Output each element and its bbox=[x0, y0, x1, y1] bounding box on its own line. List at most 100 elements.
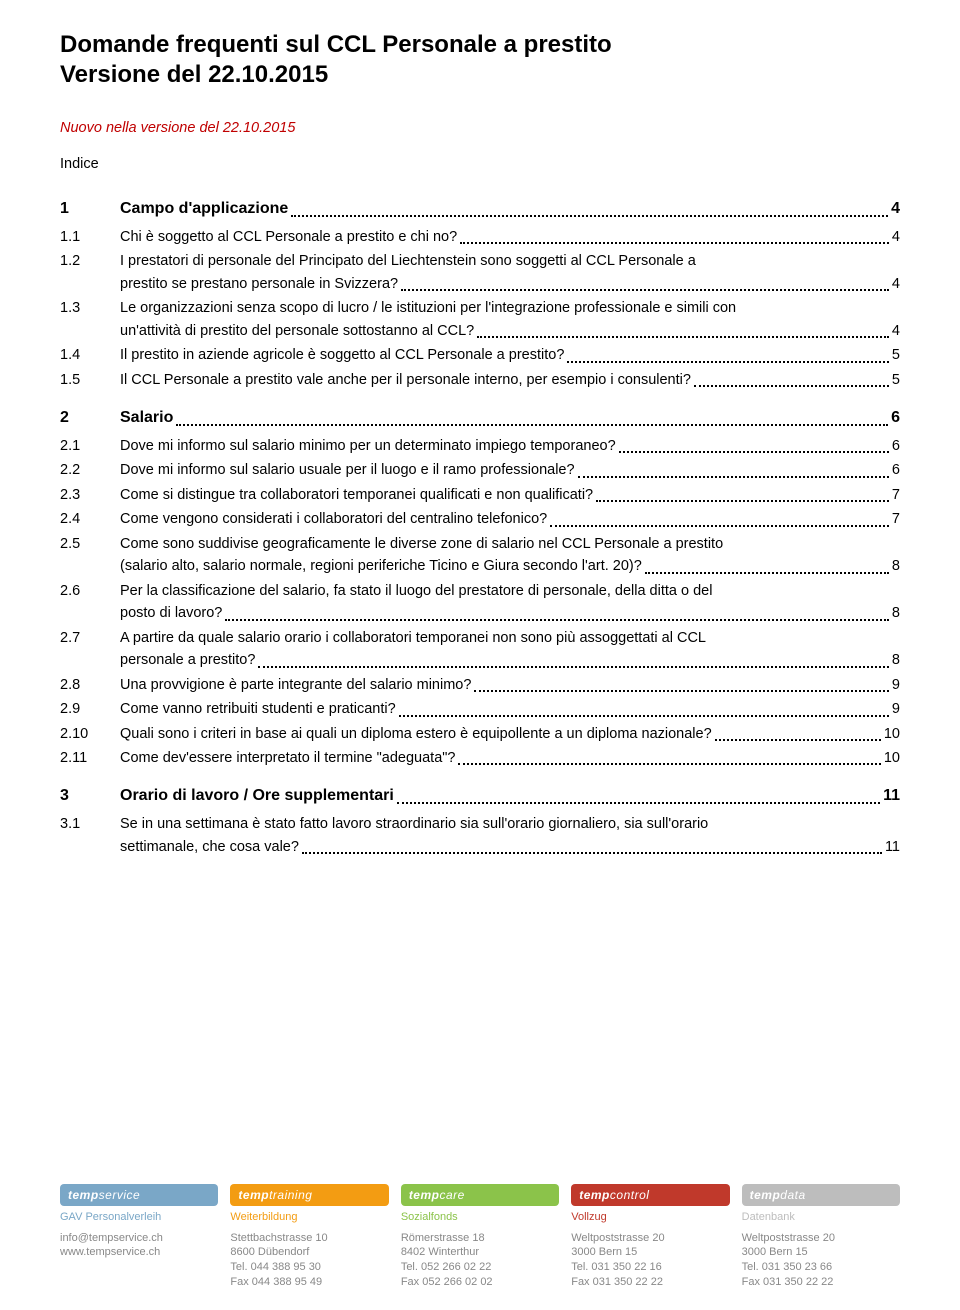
toc-text: Orario di lavoro / Ore supplementari bbox=[120, 784, 394, 809]
toc-dots bbox=[474, 690, 889, 692]
footer-line: 3000 Bern 15 bbox=[571, 1245, 729, 1260]
toc-dots bbox=[176, 424, 888, 426]
toc-item[interactable]: 3.1Se in una settimana è stato fatto lav… bbox=[60, 813, 900, 858]
toc-number: 2.11 bbox=[60, 747, 120, 769]
toc-dots bbox=[258, 666, 889, 668]
toc-text: Campo d'applicazione bbox=[120, 197, 288, 222]
footer-line: info@tempservice.ch bbox=[60, 1231, 218, 1246]
toc-page: 8 bbox=[892, 555, 900, 577]
toc-item[interactable]: 1.2I prestatori di personale del Princip… bbox=[60, 250, 900, 295]
footer-line: 8402 Winterthur bbox=[401, 1245, 559, 1260]
toc-number: 1 bbox=[60, 197, 120, 222]
toc-text: Come si distingue tra collaboratori temp… bbox=[120, 484, 593, 506]
toc-heading[interactable]: 2Salario6 bbox=[60, 406, 900, 431]
brand-subtitle: Sozialfonds bbox=[401, 1210, 559, 1225]
toc-item[interactable]: 2.1Dove mi informo sul salario minimo pe… bbox=[60, 435, 900, 457]
toc-item[interactable]: 2.10Quali sono i criteri in base ai qual… bbox=[60, 723, 900, 745]
toc-item[interactable]: 2.11Come dev'essere interpretato il term… bbox=[60, 747, 900, 769]
toc-page: 8 bbox=[892, 649, 900, 671]
brand-subtitle: Weiterbildung bbox=[230, 1210, 388, 1225]
toc-text: Come sono suddivise geograficamente le d… bbox=[120, 533, 900, 555]
toc-text: Quali sono i criteri in base ai quali un… bbox=[120, 723, 712, 745]
footer-column: tempcontrolVollzugWeltpoststrasse 203000… bbox=[571, 1184, 729, 1290]
toc-page: 6 bbox=[891, 406, 900, 431]
toc-number: 2.9 bbox=[60, 698, 120, 720]
toc-text: Una provvigione è parte integrante del s… bbox=[120, 674, 471, 696]
toc-item[interactable]: 2.4Come vengono considerati i collaborat… bbox=[60, 508, 900, 530]
toc-page: 4 bbox=[892, 320, 900, 342]
toc-dots bbox=[567, 361, 889, 363]
toc-text: Salario bbox=[120, 406, 173, 431]
footer-line: Fax 031 350 22 22 bbox=[571, 1275, 729, 1290]
footer-line: Tel. 031 350 23 66 bbox=[742, 1260, 900, 1275]
indice-label: Indice bbox=[60, 156, 900, 172]
toc-number: 2.4 bbox=[60, 508, 120, 530]
toc-dots bbox=[645, 572, 889, 574]
toc-text: Come vengono considerati i collaboratori… bbox=[120, 508, 547, 530]
toc-item[interactable]: 2.3Come si distingue tra collaboratori t… bbox=[60, 484, 900, 506]
footer-line: Römerstrasse 18 bbox=[401, 1231, 559, 1246]
toc-dots bbox=[596, 500, 889, 502]
toc-item[interactable]: 1.3Le organizzazioni senza scopo di lucr… bbox=[60, 297, 900, 342]
footer-line: 3000 Bern 15 bbox=[742, 1245, 900, 1260]
title-line-2: Versione del 22.10.2015 bbox=[60, 61, 328, 88]
toc-number: 2.1 bbox=[60, 435, 120, 457]
toc-page: 4 bbox=[892, 226, 900, 248]
title-line-1: Domande frequenti sul CCL Personale a pr… bbox=[60, 31, 612, 58]
toc-number: 3.1 bbox=[60, 813, 120, 858]
toc-page: 10 bbox=[884, 747, 900, 769]
toc-text: (salario alto, salario normale, regioni … bbox=[120, 555, 642, 577]
toc-dots bbox=[225, 619, 889, 621]
toc-item[interactable]: 1.5Il CCL Personale a prestito vale anch… bbox=[60, 369, 900, 391]
toc-item[interactable]: 2.5Come sono suddivise geograficamente l… bbox=[60, 533, 900, 578]
toc-item[interactable]: 1.1Chi è soggetto al CCL Personale a pre… bbox=[60, 226, 900, 248]
footer-line: Tel. 044 388 95 30 bbox=[230, 1260, 388, 1275]
version-note: Nuovo nella versione del 22.10.2015 bbox=[60, 120, 900, 136]
toc-item[interactable]: 2.6Per la classificazione del salario, f… bbox=[60, 580, 900, 625]
toc-heading[interactable]: 3Orario di lavoro / Ore supplementari11 bbox=[60, 784, 900, 809]
toc-item[interactable]: 1.4Il prestito in aziende agricole è sog… bbox=[60, 344, 900, 366]
table-of-contents: 1Campo d'applicazione41.1Chi è soggetto … bbox=[60, 197, 900, 858]
document-title: Domande frequenti sul CCL Personale a pr… bbox=[60, 30, 900, 90]
toc-text: Se in una settimana è stato fatto lavoro… bbox=[120, 813, 900, 835]
toc-item[interactable]: 2.2Dove mi informo sul salario usuale pe… bbox=[60, 459, 900, 481]
toc-dots bbox=[550, 525, 889, 527]
toc-page: 8 bbox=[892, 602, 900, 624]
toc-item[interactable]: 2.9Come vanno retribuiti studenti e prat… bbox=[60, 698, 900, 720]
toc-text: prestito se prestano personale in Svizze… bbox=[120, 273, 398, 295]
toc-text: Come dev'essere interpretato il termine … bbox=[120, 747, 455, 769]
footer-column: temptrainingWeiterbildungStettbachstrass… bbox=[230, 1184, 388, 1290]
toc-text: Dove mi informo sul salario minimo per u… bbox=[120, 435, 616, 457]
toc-number: 2.7 bbox=[60, 627, 120, 672]
toc-number: 2.3 bbox=[60, 484, 120, 506]
toc-text: Come vanno retribuiti studenti e pratica… bbox=[120, 698, 396, 720]
brand-bar: tempdata bbox=[742, 1184, 900, 1206]
toc-dots bbox=[694, 385, 889, 387]
toc-item[interactable]: 2.8Una provvigione è parte integrante de… bbox=[60, 674, 900, 696]
toc-number: 2.6 bbox=[60, 580, 120, 625]
footer-line: 8600 Dübendorf bbox=[230, 1245, 388, 1260]
toc-text: personale a prestito? bbox=[120, 649, 255, 671]
toc-text: Dove mi informo sul salario usuale per i… bbox=[120, 459, 575, 481]
toc-page: 9 bbox=[892, 698, 900, 720]
footer-line: Fax 044 388 95 49 bbox=[230, 1275, 388, 1290]
toc-text: Le organizzazioni senza scopo di lucro /… bbox=[120, 297, 900, 319]
toc-dots bbox=[715, 739, 881, 741]
toc-text: Per la classificazione del salario, fa s… bbox=[120, 580, 900, 602]
toc-dots bbox=[477, 336, 889, 338]
footer-line: Tel. 031 350 22 16 bbox=[571, 1260, 729, 1275]
toc-page: 4 bbox=[892, 273, 900, 295]
toc-number: 1.2 bbox=[60, 250, 120, 295]
footer-line: Fax 031 350 22 22 bbox=[742, 1275, 900, 1290]
toc-text: settimanale, che cosa vale? bbox=[120, 836, 299, 858]
toc-page: 7 bbox=[892, 484, 900, 506]
footer-line: Weltpoststrasse 20 bbox=[742, 1231, 900, 1246]
brand-subtitle: GAV Personalverleih bbox=[60, 1210, 218, 1225]
brand-bar: temptraining bbox=[230, 1184, 388, 1206]
toc-text: Il CCL Personale a prestito vale anche p… bbox=[120, 369, 691, 391]
toc-number: 2.5 bbox=[60, 533, 120, 578]
toc-dots bbox=[458, 763, 880, 765]
toc-item[interactable]: 2.7A partire da quale salario orario i c… bbox=[60, 627, 900, 672]
footer-line: Weltpoststrasse 20 bbox=[571, 1231, 729, 1246]
toc-heading[interactable]: 1Campo d'applicazione4 bbox=[60, 197, 900, 222]
